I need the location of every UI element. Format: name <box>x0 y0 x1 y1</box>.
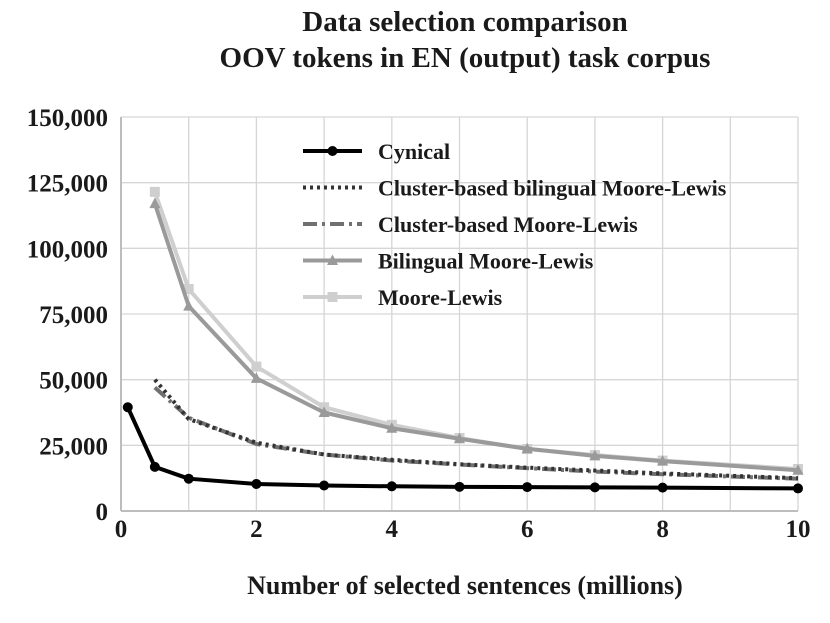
legend-marker <box>327 292 338 302</box>
data-point <box>149 186 160 197</box>
axes: 0 25,000 50,000 75,000 100,000 125,000 150,000… <box>27 105 811 543</box>
data-point <box>657 455 669 466</box>
x-tick-label: 6 <box>521 516 534 543</box>
legend: Cynical Cluster-based bilingual Moore-Lew… <box>303 139 727 310</box>
data-point <box>250 372 262 383</box>
chart-title-line-1: Data selection comparison <box>302 6 628 38</box>
legend-label: Moore-Lewis <box>378 285 503 310</box>
data-point <box>521 442 533 454</box>
data-point <box>251 478 262 489</box>
legend-label: Cluster-based Moore-Lewis <box>378 212 638 237</box>
data-point <box>454 432 465 444</box>
series-line-bilingual-moore-lewis <box>152 203 799 473</box>
data-point <box>319 480 330 491</box>
legend-label: Bilingual Moore-Lewis <box>378 249 594 274</box>
data-point <box>386 481 397 492</box>
y-tick-label: 75,000 <box>39 302 108 329</box>
data-point <box>251 361 262 372</box>
data-point <box>589 449 601 461</box>
legend-label: Cynical <box>378 139 450 164</box>
y-tick-label: 50,000 <box>39 368 108 395</box>
data-point <box>149 461 160 472</box>
y-tick-label: 25,000 <box>39 433 108 460</box>
legend-item-bilingual-moore-lewis: Bilingual Moore-Lewis <box>303 249 594 274</box>
data-point <box>386 422 398 433</box>
legend-label: Cluster-based bilingual Moore-Lewis <box>378 176 727 201</box>
x-tick-label: 4 <box>386 516 399 543</box>
data-point <box>149 197 161 209</box>
data-point <box>183 284 194 295</box>
data-point <box>793 483 803 494</box>
x-axis-label: Number of selected sentences (millions) <box>247 571 683 600</box>
legend-marker <box>327 146 338 156</box>
data-point <box>318 406 330 417</box>
x-tick-label: 2 <box>250 516 263 543</box>
data-point <box>183 300 195 311</box>
legend-item-cluster-based-moore-lewis: Cluster-based Moore-Lewis <box>303 212 638 237</box>
legend-item-cluster-based-bilingual-moore-lewis: Cluster-based bilingual Moore-Lewis <box>303 176 727 201</box>
x-tick-label: 8 <box>656 516 669 543</box>
chart-title-line-2: OOV tokens in EN (output) task corpus <box>219 42 711 74</box>
data-point <box>589 482 600 493</box>
y-tick-label: 0 <box>96 499 109 526</box>
x-tick-label: 0 <box>115 516 128 543</box>
y-tick-label: 125,000 <box>27 171 108 198</box>
data-point <box>792 464 804 475</box>
series-cynical <box>122 402 803 494</box>
data-point <box>122 402 133 413</box>
series-group <box>122 186 804 494</box>
data-point <box>522 482 533 493</box>
y-tick-label: 150,000 <box>27 105 108 132</box>
data-point <box>183 473 194 484</box>
chart-title: Data selection comparison OOV tokens in … <box>0 4 830 76</box>
data-point <box>657 482 668 493</box>
x-tick-label: 10 <box>786 516 811 543</box>
series-bilingual-moore-lewis <box>149 197 804 475</box>
series-cluster-based-bilingual-moore-lewis <box>153 378 799 481</box>
y-tick-label: 100,000 <box>27 236 108 263</box>
legend-item-moore-lewis: Moore-Lewis <box>303 285 503 310</box>
legend-marker <box>327 254 338 265</box>
legend-item-cynical: Cynical <box>303 139 450 164</box>
series-line-cluster-based-bilingual-moore-lewis <box>153 378 799 481</box>
data-point <box>454 481 465 492</box>
